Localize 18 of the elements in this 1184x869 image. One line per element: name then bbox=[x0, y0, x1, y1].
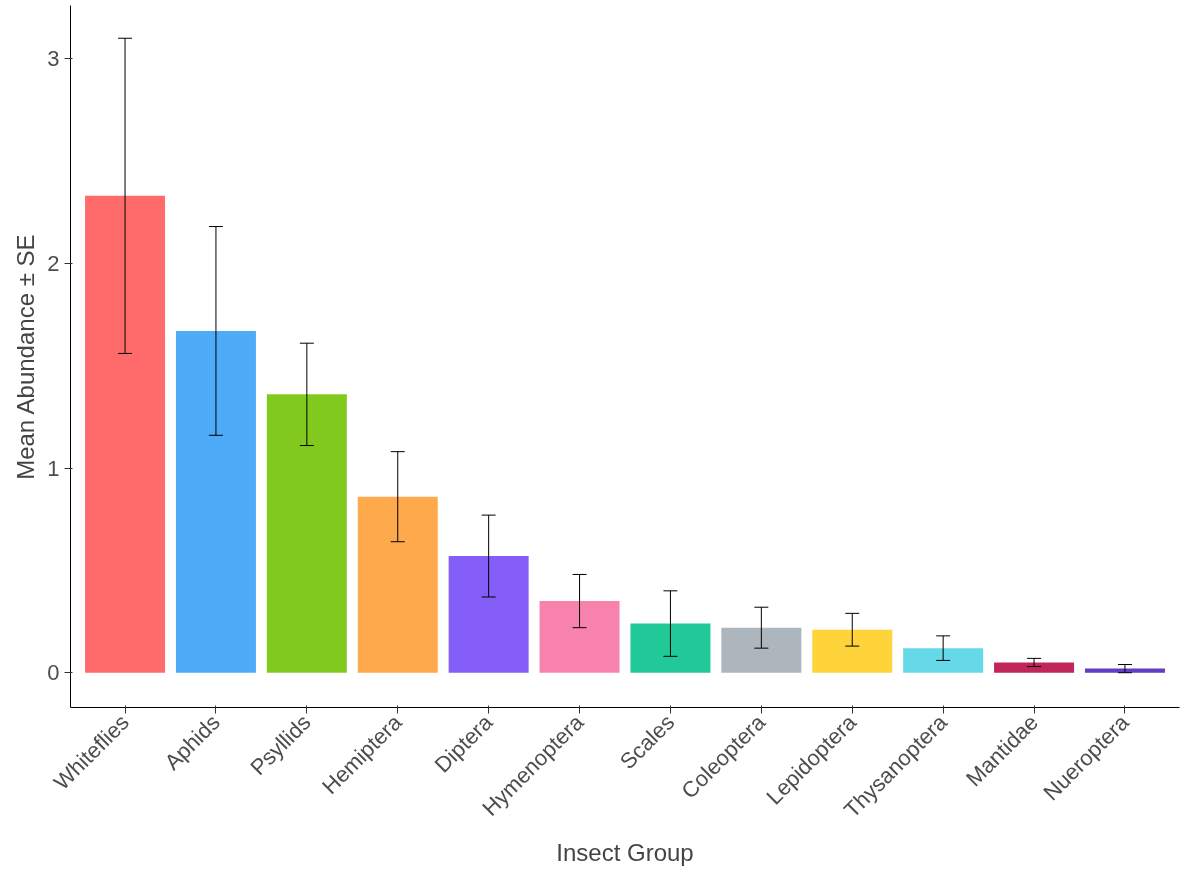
bar bbox=[175, 330, 256, 673]
bar bbox=[630, 623, 711, 673]
bar bbox=[1084, 668, 1165, 673]
y-tick-label: 3 bbox=[47, 46, 60, 72]
bar bbox=[994, 662, 1075, 673]
bar bbox=[266, 394, 347, 673]
bar bbox=[448, 556, 529, 673]
bar bbox=[812, 629, 893, 673]
y-tick-label: 0 bbox=[47, 660, 60, 686]
bar bbox=[903, 648, 984, 673]
y-axis-title: Mean Abundance ± SE bbox=[12, 234, 40, 480]
bar bbox=[721, 627, 802, 673]
y-tick-label: 1 bbox=[47, 455, 60, 481]
bar bbox=[85, 195, 166, 673]
x-axis-title: Insect Group bbox=[556, 839, 694, 867]
y-tick-label: 2 bbox=[47, 250, 60, 276]
bar bbox=[539, 601, 620, 673]
bar bbox=[357, 496, 438, 673]
